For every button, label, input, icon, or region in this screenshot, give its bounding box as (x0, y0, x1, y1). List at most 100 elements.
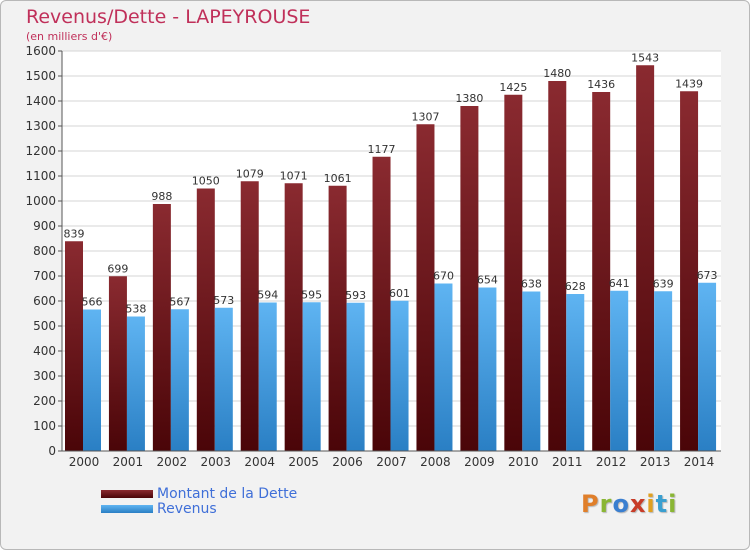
y-tick-label: 500 (33, 319, 56, 333)
y-tick-label: 700 (33, 269, 56, 283)
revenus-value-label: 594 (257, 289, 278, 302)
revenus-value-label: 566 (82, 296, 103, 309)
dette-value-label: 1050 (192, 175, 220, 188)
revenus-bar (214, 307, 233, 451)
legend-label-dette: Montant de la Dette (157, 486, 298, 502)
dette-bar (548, 81, 567, 451)
revenus-bar (434, 283, 453, 451)
x-tick-label: 2012 (596, 455, 627, 469)
proxiti-logo: Proxiti (581, 490, 677, 518)
dette-value-label: 1380 (455, 92, 483, 105)
dette-value-label: 1436 (587, 78, 615, 91)
x-tick-label: 2005 (288, 455, 319, 469)
revenus-value-label: 593 (345, 289, 366, 302)
revenus-value-label: 673 (697, 269, 718, 282)
revenus-value-label: 601 (389, 287, 410, 300)
revenus-value-label: 628 (565, 280, 586, 293)
revenus-value-label: 654 (477, 274, 498, 287)
x-tick-label: 2014 (684, 455, 715, 469)
x-tick-label: 2010 (508, 455, 539, 469)
dette-value-label: 699 (107, 262, 128, 275)
dette-value-label: 1177 (368, 143, 396, 156)
dette-bar (152, 204, 171, 451)
revenus-value-label: 538 (125, 303, 146, 316)
y-tick-label: 200 (33, 394, 56, 408)
revenus-bar (258, 302, 277, 451)
y-tick-label: 400 (33, 344, 56, 358)
dette-value-label: 1439 (675, 77, 703, 90)
logo-letter: i (646, 490, 656, 518)
revenus-value-label: 639 (653, 277, 674, 290)
y-tick-label: 1600 (25, 44, 56, 58)
x-tick-label: 2001 (113, 455, 144, 469)
dette-value-label: 1079 (236, 167, 264, 180)
x-tick-label: 2002 (157, 455, 188, 469)
y-tick-label: 800 (33, 244, 56, 258)
logo-letter: i (668, 490, 678, 518)
dette-value-label: 1480 (543, 67, 571, 80)
y-tick-label: 600 (33, 294, 56, 308)
revenus-value-label: 573 (213, 294, 234, 307)
x-tick-label: 2011 (552, 455, 583, 469)
y-tick-label: 1400 (25, 94, 56, 108)
x-tick-label: 2000 (69, 455, 100, 469)
revenus-bar (566, 294, 585, 451)
revenus-bar (83, 309, 101, 451)
x-tick-label: 2008 (420, 455, 451, 469)
bars: 839 566 699 538 988 567 1050 573 1079 594 1071 595 1… (64, 51, 718, 451)
dette-bar (65, 241, 83, 451)
revenus-bar (346, 302, 365, 451)
y-axis: 0 100 200 300 400 500 600 700 800 900 1000 1100 1200… (25, 44, 63, 458)
dette-value-label: 1307 (411, 110, 439, 123)
revenus-bar (170, 309, 189, 451)
dette-value-label: 1071 (280, 169, 308, 182)
revenus-bar (390, 300, 409, 451)
dette-bar (504, 94, 523, 451)
y-tick-label: 1000 (25, 194, 56, 208)
revenus-bar (302, 302, 321, 451)
dette-value-label: 1425 (499, 81, 527, 94)
y-tick-label: 100 (33, 419, 56, 433)
dette-bar (196, 188, 215, 451)
logo-letter: P (581, 490, 600, 518)
revenus-value-label: 595 (301, 288, 322, 301)
legend-swatch-revenus (101, 505, 153, 513)
dette-bar (328, 185, 347, 451)
x-tick-label: 2007 (376, 455, 407, 469)
dette-bar (284, 183, 303, 451)
x-tick-label: 2003 (200, 455, 231, 469)
revenus-bar (126, 316, 145, 451)
x-tick-label: 2013 (640, 455, 671, 469)
legend-swatch-dette (101, 490, 153, 498)
x-tick-label: 2004 (244, 455, 275, 469)
dette-value-label: 988 (151, 190, 172, 203)
dette-bar (592, 92, 611, 451)
y-tick-label: 1500 (25, 69, 56, 83)
chart-subtitle: (en milliers d'€) (26, 30, 113, 43)
x-axis: 2000 2001 2002 2003 2004 2005 2006 2007 2008 2009… (62, 450, 721, 469)
chart-title: Revenus/Dette - LAPEYROUSE (26, 6, 311, 28)
revenus-bar (478, 287, 497, 451)
logo-letter: x (629, 490, 647, 518)
revenus-bar (698, 282, 717, 451)
logo-letter: o (612, 490, 630, 518)
revenus-bar (522, 291, 541, 451)
x-tick-label: 2006 (332, 455, 363, 469)
revenus-value-label: 638 (521, 278, 542, 291)
revenus-value-label: 567 (169, 295, 190, 308)
y-tick-label: 1300 (25, 119, 56, 133)
dette-bar (460, 106, 479, 451)
dette-bar (108, 276, 127, 451)
y-tick-label: 300 (33, 369, 56, 383)
x-tick-label: 2009 (464, 455, 495, 469)
logo-letter: r (599, 490, 613, 518)
y-tick-label: 1100 (25, 169, 56, 183)
revenus-value-label: 670 (433, 270, 454, 283)
logo-letter: t (655, 490, 669, 518)
dette-bar (372, 156, 391, 451)
dette-bar (636, 65, 655, 451)
dette-value-label: 1061 (324, 172, 352, 185)
dette-value-label: 839 (64, 227, 85, 240)
y-tick-label: 900 (33, 219, 56, 233)
